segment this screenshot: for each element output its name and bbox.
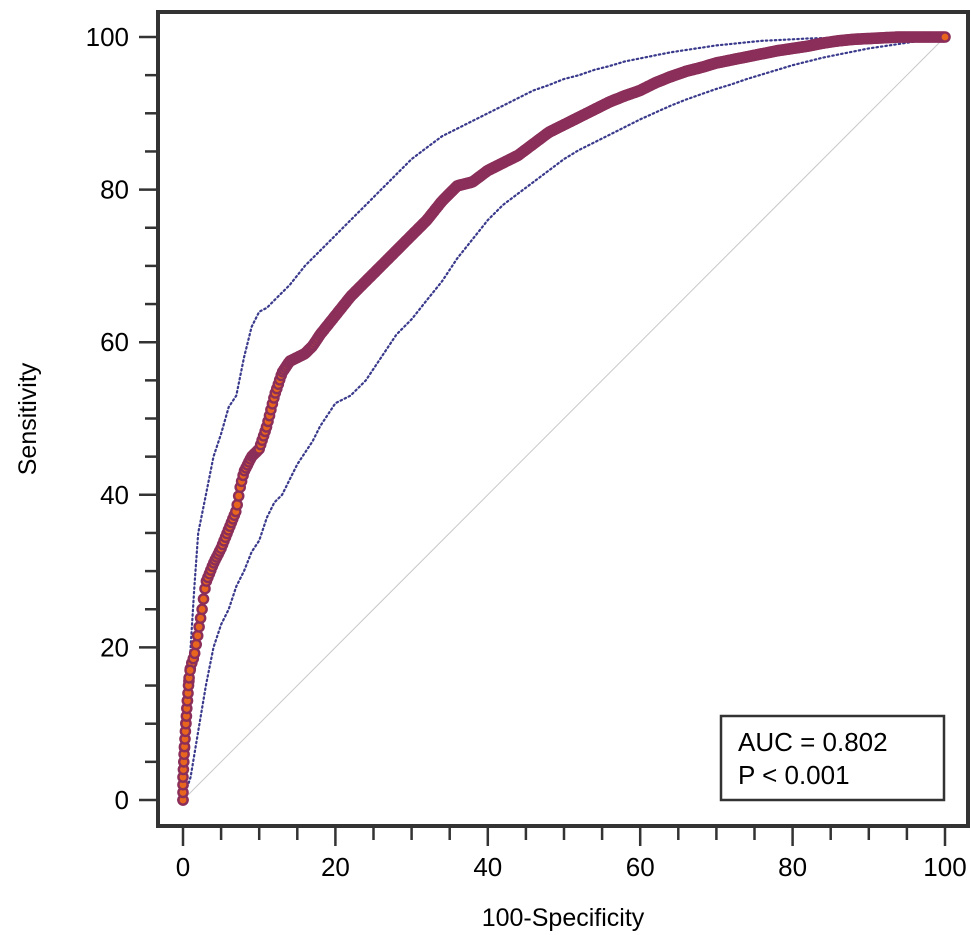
annotation-box-border [719, 714, 946, 802]
annotation-p-text: P < 0.001 [738, 760, 850, 790]
reference-diagonal-layer [182, 36, 946, 801]
roc-curve-point [197, 593, 210, 605]
y-tick-label: 100 [86, 22, 129, 52]
annotation-auc-text: AUC = 0.802 [738, 727, 888, 757]
roc-curve-point [196, 603, 208, 616]
y-tick-label: 40 [100, 480, 129, 510]
y-tick-label: 0 [115, 785, 129, 815]
tick-labels-layer: 0 20 40 60 80 100 0 20 40 60 80 100 [86, 22, 967, 882]
axis-ticks-layer [139, 35, 947, 846]
roc-curve-point [184, 664, 196, 677]
x-axis-title: 100-Specificity [482, 904, 645, 932]
confidence-band-layer [181, 35, 947, 802]
y-tick-label: 20 [100, 632, 129, 662]
x-tick-label: 40 [473, 852, 502, 882]
x-tick-label: 0 [176, 852, 190, 882]
auc-annotation-box: AUC = 0.802 P < 0.001 [719, 714, 946, 802]
upper-confidence-bound-line [181, 35, 947, 802]
lower-confidence-bound-line [181, 35, 947, 802]
y-axis-title: Sensitivity [14, 362, 42, 475]
x-tick-label: 100 [923, 852, 966, 882]
y-tick-label: 80 [100, 175, 129, 205]
x-tick-label: 60 [626, 852, 655, 882]
roc-curve-point [939, 31, 951, 43]
x-tick-label: 80 [778, 852, 807, 882]
y-tick-label: 60 [100, 327, 129, 357]
reference-diagonal-line [182, 36, 946, 801]
roc-curve-layer [177, 31, 951, 806]
x-tick-label: 20 [321, 852, 350, 882]
